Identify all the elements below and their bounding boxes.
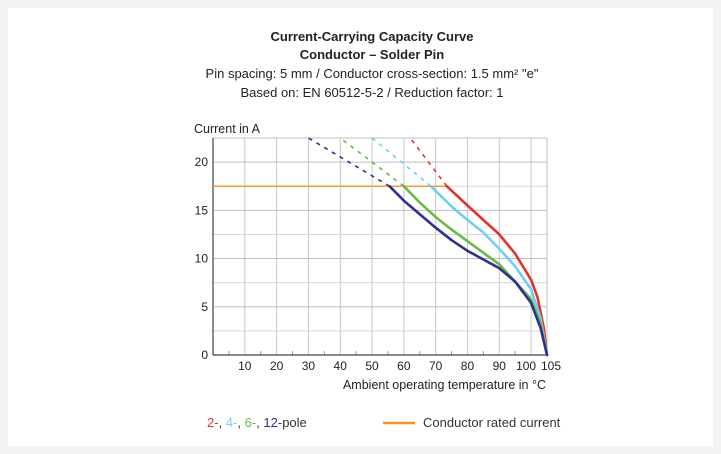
legend-pole-12: 12- [263, 415, 282, 430]
chart-info-line-2: Based on: EN 60512-5-2 / Reduction facto… [240, 85, 503, 100]
y-axis-label: Current in A [194, 122, 261, 136]
x-tick-label: 105 [541, 359, 561, 373]
y-tick-label: 15 [195, 203, 209, 217]
legend-pole-6: 6- [245, 415, 257, 430]
y-tick-label: 20 [195, 155, 209, 169]
legend-rated-current: Conductor rated current [383, 415, 561, 430]
chart-frame: Current-Carrying Capacity Curve Conducto… [8, 8, 713, 446]
x-tick-label: 50 [365, 359, 379, 373]
x-tick-label: 60 [397, 359, 411, 373]
capacity-chart: Current-Carrying Capacity Curve Conducto… [194, 29, 562, 430]
legend-pole-suffix: pole [282, 415, 307, 430]
svg-text:2-, 4-, 6-, 12-pole: 2-, 4-, 6-, 12-pole [207, 415, 307, 430]
series-line-0 [445, 184, 549, 357]
x-tick-label: 80 [461, 359, 475, 373]
grid [212, 137, 548, 356]
x-tick-label: 90 [493, 359, 507, 373]
chart-title: Current-Carrying Capacity Curve [271, 29, 474, 44]
x-tick-label: 40 [334, 359, 348, 373]
series-dashed-2 [339, 137, 405, 187]
x-axis-label: Ambient operating temperature in °C [343, 378, 546, 392]
legend-pole-4: 4- [226, 415, 238, 430]
legend-poles: 2-, 4-, 6-, 12-pole [207, 415, 307, 430]
series-dashed-1 [371, 137, 432, 187]
x-tick-label: 20 [270, 359, 284, 373]
legend-pole-2: 2- [207, 415, 219, 430]
y-tick-label: 10 [195, 252, 209, 266]
x-tick-label: 100 [516, 359, 536, 373]
x-tick-label: 10 [238, 359, 252, 373]
tick-labels: 10 20 30 40 50 60 70 80 90 100 105 0 5 10 15 20 [195, 155, 562, 373]
series-line-3 [388, 184, 549, 357]
chart-subtitle: Conductor – Solder Pin [300, 47, 445, 62]
legend-rated-label: Conductor rated current [423, 415, 561, 430]
x-tick-label: 30 [302, 359, 316, 373]
series-dashed-0 [409, 137, 448, 187]
series-dashed-3 [307, 137, 390, 187]
y-tick-label: 0 [201, 348, 208, 362]
series-line-2 [402, 184, 549, 357]
chart-info-line-1: Pin spacing: 5 mm / Conductor cross-sect… [206, 66, 539, 81]
x-tick-label: 70 [429, 359, 443, 373]
y-tick-label: 5 [201, 300, 208, 314]
series-lines [307, 137, 549, 357]
series-line-1 [429, 184, 549, 357]
